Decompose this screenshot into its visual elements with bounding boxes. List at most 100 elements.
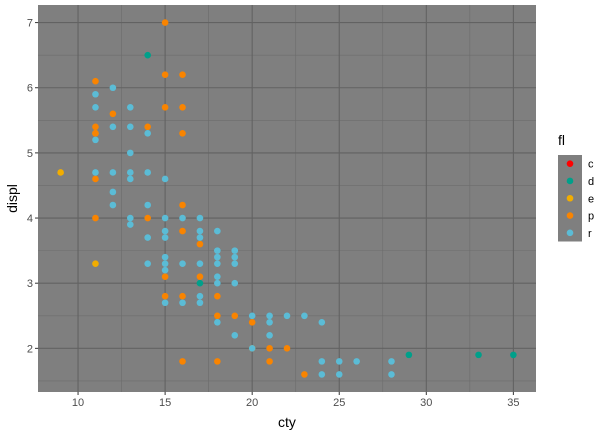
data-point-r <box>126 103 134 111</box>
plot-panel <box>38 5 536 392</box>
data-point-r <box>126 169 134 176</box>
data-point-r <box>126 214 134 222</box>
data-point-p <box>92 77 99 85</box>
data-point-r <box>214 253 221 261</box>
data-point-r <box>92 169 99 176</box>
data-point-p <box>214 358 221 365</box>
data-point-r <box>283 312 291 320</box>
legend-key-d <box>566 177 574 185</box>
legend-key-e <box>566 194 574 202</box>
data-point-r <box>335 371 343 378</box>
legend-label: d <box>588 176 594 188</box>
data-point-r <box>109 123 117 131</box>
data-point-p <box>214 312 221 320</box>
data-point-p <box>144 214 151 222</box>
data-point-r <box>161 266 169 274</box>
data-point-r <box>196 299 204 307</box>
y-tick-label: 6 <box>27 83 33 95</box>
data-point-r <box>109 169 117 176</box>
data-point-r <box>126 221 134 228</box>
data-point-r <box>179 214 186 222</box>
data-point-r <box>214 279 221 287</box>
data-point-r <box>92 136 99 144</box>
data-point-r <box>214 318 221 326</box>
x-axis-title: cty <box>278 414 296 430</box>
data-point-r <box>248 345 256 352</box>
y-tick-label: 2 <box>27 343 33 355</box>
data-point-r <box>161 253 169 261</box>
data-point-r <box>179 260 186 267</box>
data-point-e <box>92 260 99 267</box>
data-point-r <box>248 312 256 320</box>
data-point-r <box>179 299 186 307</box>
data-point-r <box>214 260 221 267</box>
data-point-r <box>144 260 151 267</box>
data-point-p <box>231 312 239 320</box>
data-point-r <box>196 234 204 241</box>
data-point-r <box>109 188 117 196</box>
data-point-r <box>231 260 239 267</box>
data-point-r <box>318 358 326 365</box>
data-point-r <box>161 299 169 307</box>
x-tick-label: 35 <box>507 397 519 409</box>
legend-label: p <box>588 211 594 223</box>
data-point-p <box>179 130 186 137</box>
legend-title: fl <box>558 132 565 148</box>
data-point-p <box>161 273 169 280</box>
x-tick-label: 20 <box>246 397 258 409</box>
data-point-r <box>214 227 221 235</box>
data-point-r <box>231 253 239 261</box>
data-points <box>57 19 517 378</box>
data-point-d <box>475 351 482 359</box>
y-tick-label: 7 <box>27 18 33 30</box>
data-point-r <box>161 175 169 183</box>
y-axis-title: displ <box>4 184 20 213</box>
data-point-p <box>179 201 186 209</box>
data-point-r <box>318 371 326 378</box>
data-point-r <box>144 234 151 241</box>
y-tick-label: 4 <box>27 213 33 225</box>
grid-minor <box>38 5 536 392</box>
data-point-p <box>196 273 204 280</box>
data-point-p <box>196 240 204 248</box>
data-point-d <box>144 51 151 59</box>
data-point-p <box>144 123 151 131</box>
data-point-p <box>161 71 169 79</box>
data-point-p <box>109 110 117 118</box>
x-axis-ticks: 10 15 20 25 30 35 <box>72 392 519 409</box>
data-point-r <box>92 90 99 98</box>
data-point-r <box>161 227 169 235</box>
data-point-r <box>196 214 204 222</box>
data-point-p <box>283 345 291 352</box>
y-axis-ticks: 2 3 4 5 6 7 <box>27 18 38 355</box>
data-point-p <box>92 130 99 137</box>
data-point-p <box>179 227 186 235</box>
data-point-p <box>179 358 186 365</box>
data-point-p <box>266 358 273 365</box>
legend-key-c <box>566 160 574 167</box>
data-point-d <box>196 279 204 287</box>
data-point-r <box>214 247 221 254</box>
data-point-r <box>196 292 204 300</box>
data-point-r <box>196 260 204 267</box>
data-point-p <box>266 345 273 352</box>
data-point-r <box>144 169 151 176</box>
legend-label: c <box>588 159 594 171</box>
data-point-p <box>248 318 256 326</box>
legend-key-r <box>566 229 574 237</box>
data-point-p <box>161 19 169 26</box>
data-point-r <box>266 332 273 339</box>
data-point-p <box>92 123 99 131</box>
x-tick-label: 10 <box>72 397 84 409</box>
data-point-d <box>510 351 517 359</box>
data-point-r <box>231 332 239 339</box>
data-point-r <box>301 312 308 320</box>
data-point-r <box>266 312 273 320</box>
legend-label: r <box>588 228 592 240</box>
data-point-r <box>144 130 151 137</box>
data-point-r <box>214 273 221 280</box>
data-point-r <box>318 318 326 326</box>
